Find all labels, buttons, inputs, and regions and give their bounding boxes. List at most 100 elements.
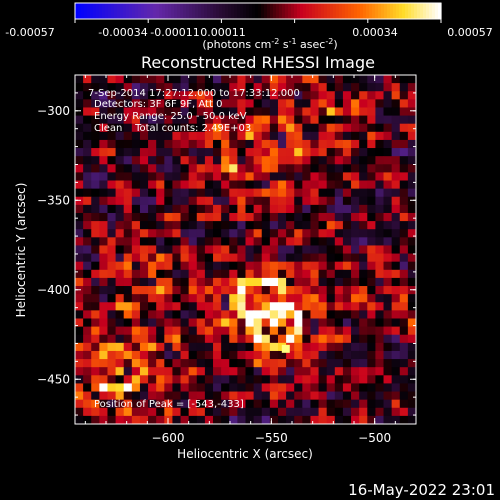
heatmap-cell xyxy=(367,139,376,149)
heatmap-cell xyxy=(204,286,214,295)
heatmap-cell xyxy=(164,204,173,214)
heatmap-cell xyxy=(286,391,295,401)
heatmap-cell xyxy=(196,415,206,425)
heatmap-cell xyxy=(221,334,230,344)
heatmap-cell xyxy=(204,367,214,376)
heatmap-cell xyxy=(148,415,157,425)
colorbar-cell xyxy=(231,3,235,19)
heatmap-cell xyxy=(107,326,116,336)
heatmap-cell xyxy=(204,359,214,368)
heatmap-cell xyxy=(399,212,409,222)
heatmap-cell xyxy=(277,229,287,238)
heatmap-cell xyxy=(269,310,279,319)
heatmap-cell xyxy=(156,367,165,376)
heatmap-cell xyxy=(253,334,263,344)
heatmap-cell xyxy=(196,91,206,100)
heatmap-cell xyxy=(148,221,157,230)
heatmap-cell xyxy=(180,326,190,336)
heatmap-cell xyxy=(318,245,328,254)
heatmap-cell xyxy=(213,399,222,409)
heatmap-cell xyxy=(139,75,149,84)
heatmap-cell xyxy=(115,123,125,133)
plot-frame xyxy=(74,74,417,425)
heatmap-cell xyxy=(261,221,271,230)
colorbar-cell xyxy=(321,3,325,19)
colorbar-cell xyxy=(414,3,418,19)
heatmap-cell xyxy=(229,269,238,279)
colorbar-cell xyxy=(123,3,127,19)
heatmap-cell xyxy=(326,302,336,311)
heatmap-cell xyxy=(172,342,181,352)
heatmap-cell xyxy=(221,245,230,254)
heatmap-cell xyxy=(294,99,303,108)
heatmap-cell xyxy=(318,407,328,417)
heatmap-cell xyxy=(302,99,311,108)
colorbar-cell xyxy=(300,3,304,19)
heatmap-cell xyxy=(229,75,238,84)
heatmap-cell xyxy=(107,310,116,319)
heatmap-cell xyxy=(156,391,165,401)
heatmap-cell xyxy=(213,391,222,401)
heatmap-cell xyxy=(253,91,263,100)
heatmap-cell xyxy=(221,75,230,84)
heatmap-cell xyxy=(245,359,255,368)
heatmap-cell xyxy=(286,269,295,279)
heatmap-cell xyxy=(294,359,303,368)
heatmap-cell xyxy=(269,196,279,206)
heatmap-cell xyxy=(269,375,279,384)
heatmap-cell xyxy=(75,302,84,311)
heatmap-cell xyxy=(99,359,108,368)
colorbar-cell xyxy=(114,3,118,19)
heatmap-cell xyxy=(148,310,157,319)
heatmap-cell xyxy=(83,286,92,295)
heatmap-cell xyxy=(139,229,149,238)
heatmap-cell xyxy=(367,407,376,417)
heatmap-cell xyxy=(351,415,360,425)
heatmap-cell xyxy=(302,115,311,125)
heatmap-cell xyxy=(286,245,295,254)
heatmap-cell xyxy=(383,310,393,319)
heatmap-cell xyxy=(213,156,222,165)
heatmap-cell xyxy=(237,115,246,125)
heatmap-cell xyxy=(261,399,271,409)
heatmap-cell xyxy=(91,180,100,190)
heatmap-cell xyxy=(286,261,295,271)
heatmap-cell xyxy=(367,188,376,198)
heatmap-cell xyxy=(286,367,295,376)
heatmap-cell xyxy=(399,172,409,181)
heatmap-cell xyxy=(318,156,328,165)
heatmap-cell xyxy=(188,391,198,401)
colorbar-cell xyxy=(198,3,202,19)
heatmap-cell xyxy=(164,391,173,401)
heatmap-cell xyxy=(253,83,263,92)
heatmap-cell xyxy=(131,131,141,141)
heatmap-cell xyxy=(342,123,352,133)
heatmap-cell xyxy=(115,164,125,173)
heatmap-cell xyxy=(148,107,157,116)
heatmap-cell xyxy=(286,229,295,238)
heatmap-cell xyxy=(277,164,287,173)
heatmap-cell xyxy=(407,334,417,344)
heatmap-cell xyxy=(91,367,100,376)
heatmap-cell xyxy=(399,131,409,141)
heatmap-cell xyxy=(407,164,417,173)
heatmap-cell xyxy=(188,221,198,230)
heatmap-cell xyxy=(245,123,255,133)
heatmap-cell xyxy=(204,269,214,279)
heatmap-cell xyxy=(75,286,84,295)
heatmap-cell xyxy=(148,334,157,344)
heatmap-cell xyxy=(115,261,125,271)
heatmap-cell xyxy=(286,148,295,157)
heatmap-cell xyxy=(99,99,108,108)
colorbar-tick-label: 0.00011 xyxy=(200,26,246,39)
heatmap-cell xyxy=(245,277,255,287)
heatmap-cell xyxy=(75,277,84,287)
heatmap-cell xyxy=(123,172,133,181)
heatmap-cell xyxy=(318,253,328,263)
heatmap-cell xyxy=(261,415,271,425)
heatmap-cell xyxy=(294,172,303,181)
heatmap-cell xyxy=(139,334,149,344)
heatmap-cell xyxy=(383,99,393,108)
heatmap-cell xyxy=(399,359,409,368)
heatmap-cell xyxy=(277,123,287,133)
